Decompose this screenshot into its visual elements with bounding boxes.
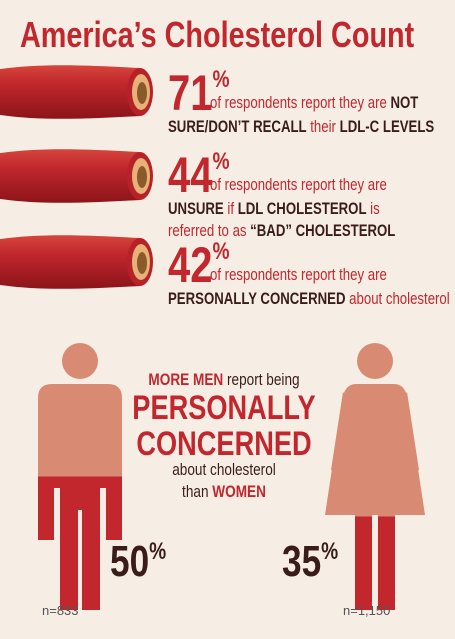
outro: than WOMEN xyxy=(182,482,266,502)
strong-text: LDL-C LEVELS xyxy=(339,118,435,136)
stat-number: 42% xyxy=(168,237,230,293)
stat-line: of respondents report they are xyxy=(210,176,387,194)
artery xyxy=(0,149,153,203)
strong-text: LDL CHOLESTEROL xyxy=(237,200,367,218)
woman-figure xyxy=(325,343,425,610)
strong-text: NOT xyxy=(390,94,419,112)
text: of respondents report they are xyxy=(210,176,387,194)
men-percent: 50% xyxy=(110,540,166,584)
stat-line: of respondents report they are xyxy=(210,266,387,284)
stat-line: referred to as “BAD” CHOLESTEROL xyxy=(168,222,395,240)
text: about cholesterol xyxy=(172,460,276,479)
body-part xyxy=(378,516,395,610)
number: 42 xyxy=(168,237,213,293)
women-n: n=1,150 xyxy=(343,603,391,618)
text: referred to as xyxy=(168,222,251,240)
title: America’s Cholesterol Count xyxy=(20,14,415,55)
unit: % xyxy=(212,66,230,93)
number: 44 xyxy=(168,147,213,203)
stat-number: 71% xyxy=(168,65,230,121)
body-part xyxy=(325,384,425,515)
women-percent: 35% xyxy=(282,540,338,584)
percent: 35 xyxy=(282,537,322,586)
stat-line: SURE/DON’T RECALL their LDL-C LEVELS xyxy=(168,118,434,136)
text: report being xyxy=(223,370,300,389)
unit: % xyxy=(212,238,230,265)
text: of respondents report they are xyxy=(210,266,387,284)
percent-fill xyxy=(38,476,122,610)
strong-text: UNSURE xyxy=(168,200,224,218)
strong-text: SURE/DON’T RECALL xyxy=(168,118,307,136)
text: of respondents report they are xyxy=(210,94,391,112)
headline: CONCERNED xyxy=(136,425,312,463)
strong-text: WOMEN xyxy=(212,482,266,501)
artery xyxy=(0,235,153,289)
text: is xyxy=(366,200,380,218)
percent-fill xyxy=(355,516,395,610)
text: about cholesterol xyxy=(345,290,450,308)
body-part xyxy=(38,476,122,610)
number: 71 xyxy=(168,65,213,121)
intro: MORE MEN report being xyxy=(148,370,299,390)
outro: about cholesterol xyxy=(172,460,276,480)
man-figure xyxy=(38,343,122,610)
strong-text: MORE MEN xyxy=(148,370,224,389)
unit: % xyxy=(149,538,167,565)
unit: % xyxy=(212,148,230,175)
percent: 50 xyxy=(110,537,150,586)
artery xyxy=(0,65,153,119)
text: than xyxy=(182,482,213,501)
unit: % xyxy=(321,538,339,565)
headline: PERSONALLY xyxy=(132,389,316,427)
text: their xyxy=(306,118,340,136)
stat-line: PERSONALLY CONCERNED about cholesterol xyxy=(168,290,450,308)
strong-text: “BAD” CHOLESTEROL xyxy=(250,222,396,240)
body-part xyxy=(62,343,98,379)
strong-text: PERSONALLY CONCERNED xyxy=(168,290,346,308)
body-part xyxy=(357,343,393,379)
body-part xyxy=(355,516,372,610)
stat-number: 44% xyxy=(168,147,230,203)
men-n: n=833 xyxy=(42,603,79,618)
stat-line: UNSURE if LDL CHOLESTEROL is xyxy=(168,200,380,218)
text: if xyxy=(223,200,238,218)
stat-line: of respondents report they are NOT xyxy=(210,94,418,112)
